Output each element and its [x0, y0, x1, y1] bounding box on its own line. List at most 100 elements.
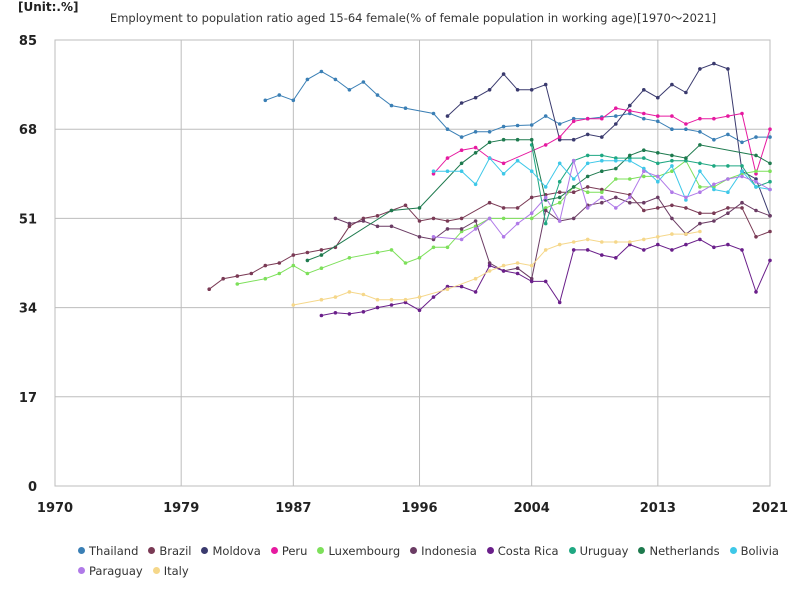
data-point-moldova: [614, 122, 618, 126]
data-point-peru: [768, 127, 772, 131]
data-point-brazil: [347, 224, 352, 229]
data-point-thailand: [263, 98, 268, 103]
x-tick-label: 1987: [275, 501, 311, 516]
data-point-moldova: [754, 177, 758, 181]
data-point-brazil: [529, 195, 534, 200]
data-point-brazil: [768, 229, 772, 234]
data-point-costa-rica: [726, 242, 730, 247]
legend-item-luxembourg[interactable]: Luxembourg: [317, 544, 400, 558]
legend-item-paraguay[interactable]: Paraguay: [78, 564, 143, 578]
data-point-costa-rica: [670, 248, 674, 252]
legend-item-netherlands[interactable]: Netherlands: [638, 544, 720, 558]
legend-item-peru[interactable]: Peru: [270, 544, 307, 558]
legend-item-bolivia[interactable]: Bolivia: [729, 544, 779, 558]
legend-item-brazil[interactable]: Brazil: [148, 544, 191, 558]
data-point-thailand: [571, 116, 576, 121]
data-point-italy: [543, 248, 548, 252]
data-point-brazil: [235, 274, 240, 278]
data-point-uruguay: [726, 164, 730, 168]
legend-item-italy[interactable]: Italy: [152, 564, 189, 578]
data-point-moldova: [459, 101, 464, 105]
data-point-thailand: [445, 127, 450, 131]
data-point-moldova: [670, 82, 674, 87]
data-point-paraguay: [754, 179, 758, 184]
data-point-thailand: [642, 116, 646, 121]
data-point-costa-rica: [557, 300, 562, 305]
data-point-peru: [698, 116, 702, 121]
data-point-uruguay: [642, 156, 646, 160]
data-point-thailand: [319, 69, 324, 74]
data-point-italy: [684, 232, 688, 236]
data-point-italy: [585, 237, 590, 242]
data-point-thailand: [529, 123, 534, 127]
data-point-costa-rica: [768, 258, 772, 263]
data-point-indonesia: [487, 261, 492, 265]
data-point-italy: [333, 295, 338, 299]
data-point-italy: [614, 240, 618, 244]
data-point-netherlands: [656, 151, 660, 155]
legend-item-uruguay[interactable]: Uruguay: [568, 544, 628, 558]
data-point-thailand: [347, 88, 352, 92]
data-point-peru: [670, 114, 674, 118]
unit-label: [Unit:.%]: [18, 0, 79, 14]
data-point-bolivia: [656, 179, 660, 184]
data-point-thailand: [403, 106, 408, 110]
data-point-costa-rica: [431, 295, 436, 299]
data-point-moldova: [698, 67, 702, 71]
legend-item-costa-rica[interactable]: Costa Rica: [486, 544, 559, 558]
series-line-paraguay: [433, 158, 771, 240]
series-paraguay: [431, 158, 772, 242]
data-point-luxembourg: [585, 190, 590, 194]
data-point-thailand: [656, 119, 660, 124]
legend-item-indonesia[interactable]: Indonesia: [410, 544, 477, 558]
data-point-costa-rica: [642, 248, 646, 252]
series-uruguay: [529, 143, 772, 226]
x-tick-label: 1970: [37, 501, 73, 516]
legend-marker: [568, 547, 576, 554]
data-point-netherlands: [557, 195, 562, 200]
data-point-brazil: [571, 190, 576, 194]
data-point-indonesia: [768, 214, 772, 218]
legend-label: Paraguay: [89, 564, 143, 578]
data-point-costa-rica: [571, 248, 576, 252]
y-tick-label: 17: [19, 391, 37, 406]
data-point-italy: [319, 297, 324, 302]
legend-label: Thailand: [89, 544, 139, 558]
data-point-thailand: [361, 80, 366, 84]
data-point-luxembourg: [263, 276, 268, 281]
legend-marker: [410, 547, 418, 554]
data-point-costa-rica: [585, 248, 590, 252]
data-point-brazil: [319, 248, 324, 252]
data-point-uruguay: [600, 153, 604, 158]
data-point-costa-rica: [403, 300, 408, 305]
legend-item-thailand[interactable]: Thailand: [78, 544, 138, 558]
data-point-italy: [389, 297, 394, 302]
data-point-brazil: [207, 287, 211, 292]
data-point-thailand: [557, 122, 562, 126]
data-point-brazil: [656, 206, 660, 210]
data-point-peru: [445, 156, 450, 160]
data-point-moldova: [656, 95, 660, 100]
data-point-italy: [698, 229, 702, 234]
data-point-indonesia: [445, 227, 450, 231]
data-point-thailand: [712, 137, 716, 142]
data-point-costa-rica: [389, 303, 394, 307]
data-point-thailand: [543, 114, 548, 118]
data-point-indonesia: [600, 200, 604, 205]
data-point-bolivia: [600, 158, 604, 163]
x-tick-label: 2004: [514, 501, 550, 516]
data-point-peru: [585, 116, 590, 121]
legend-item-moldova[interactable]: Moldova: [201, 544, 261, 558]
data-point-paraguay: [712, 182, 716, 187]
series-moldova: [445, 61, 772, 218]
data-point-costa-rica: [628, 242, 632, 247]
data-point-paraguay: [726, 177, 730, 181]
data-point-costa-rica: [600, 253, 604, 257]
data-point-netherlands: [473, 151, 478, 155]
data-point-bolivia: [557, 161, 562, 166]
data-point-indonesia: [459, 227, 464, 231]
data-point-costa-rica: [333, 311, 338, 315]
data-point-italy: [473, 276, 478, 281]
data-point-peru: [557, 135, 562, 139]
data-point-bolivia: [684, 198, 688, 202]
